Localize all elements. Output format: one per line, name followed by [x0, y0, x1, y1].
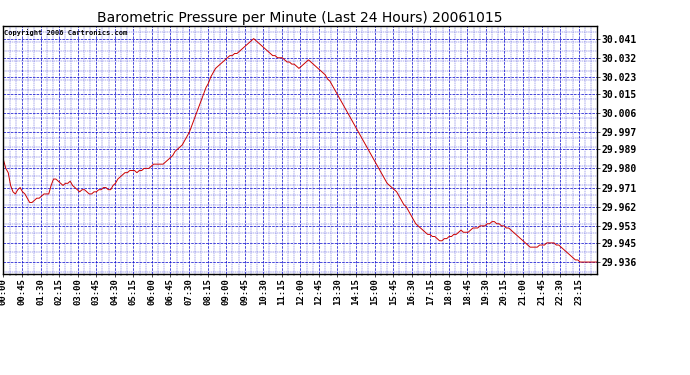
Title: Barometric Pressure per Minute (Last 24 Hours) 20061015: Barometric Pressure per Minute (Last 24 …	[97, 11, 503, 25]
Text: Copyright 2006 Cartronics.com: Copyright 2006 Cartronics.com	[4, 29, 127, 36]
